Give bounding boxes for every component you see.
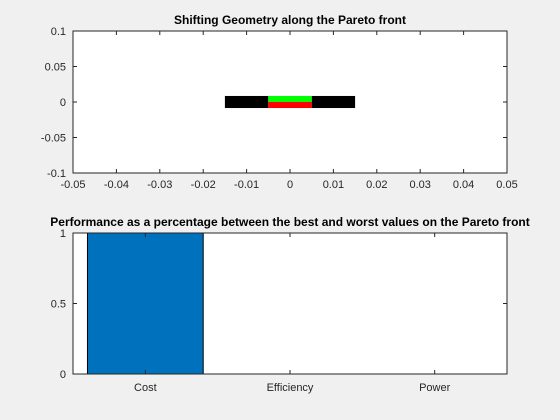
bottom-plot-content (86, 232, 204, 375)
top-x-tick-label: -0.02 (191, 179, 216, 191)
geometry-left-black-block (224, 95, 269, 109)
bottom-plot-axes: Cost Efficiency Power 0 0.5 1 (51, 228, 507, 394)
top-x-tick-label: 0.04 (453, 179, 474, 191)
bottom-x-tick-label-cost: Cost (134, 382, 157, 394)
bottom-plot-title: Performance as a percentage between the … (50, 215, 529, 229)
top-x-tick-label: -0.03 (147, 179, 172, 191)
geometry-green-top-block (268, 95, 312, 102)
top-x-tick-label: -0.01 (234, 179, 259, 191)
top-y-tick-label: 0.05 (45, 62, 66, 74)
top-plot-content (224, 95, 356, 109)
bottom-y-tick-label: 1 (60, 228, 66, 240)
geometry-right-black-block (311, 95, 356, 109)
geometry-red-bottom-block (268, 102, 312, 109)
bottom-x-tick-label-efficiency: Efficiency (267, 382, 314, 394)
bottom-y-tick-label: 0.5 (51, 299, 66, 311)
top-y-tick-label: 0.1 (51, 26, 66, 38)
top-x-tick-label: 0.05 (496, 179, 517, 191)
bottom-y-tick-label: 0 (60, 369, 66, 381)
top-plot-title: Shifting Geometry along the Pareto front (174, 13, 406, 27)
top-x-tick-label: 0 (287, 179, 293, 191)
top-x-tick-label: -0.05 (60, 179, 85, 191)
top-y-tick-label: -0.05 (41, 133, 66, 145)
top-x-tick-label: -0.04 (104, 179, 129, 191)
top-plot-axes: -0.05 -0.04 -0.03 -0.02 -0.01 0 0.01 0.02 0.03 0.… (41, 26, 518, 191)
bar-cost (86, 232, 204, 375)
top-x-tick-label: 0.01 (323, 179, 344, 191)
bottom-x-tick-label-power: Power (419, 382, 451, 394)
top-y-tick-label: 0 (60, 97, 66, 109)
top-x-tick-label: 0.03 (409, 179, 430, 191)
top-x-tick-label: 0.02 (366, 179, 387, 191)
top-y-tick-label: -0.1 (47, 168, 66, 180)
